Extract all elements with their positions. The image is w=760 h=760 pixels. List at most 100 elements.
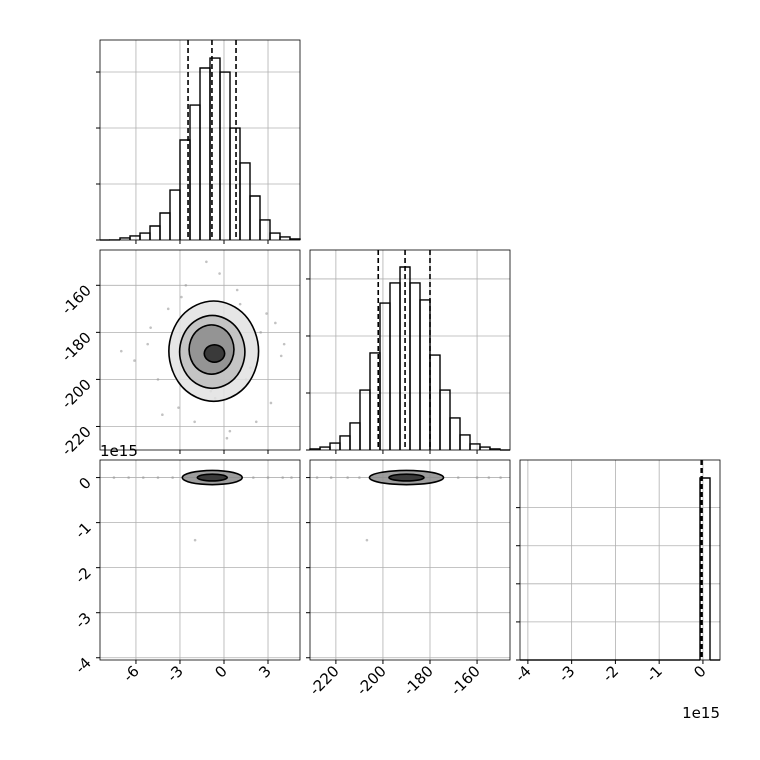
scatter-point: [346, 476, 349, 479]
panel-frame: [309, 459, 511, 661]
scatter-point: [218, 272, 221, 275]
scatter-point: [166, 307, 170, 311]
hist-bin: [389, 282, 401, 450]
hist-bin: [259, 219, 271, 240]
scatter-point: [171, 476, 174, 479]
y-tick-label: -180: [58, 328, 95, 365]
scatter-point: [127, 476, 130, 479]
hist-bin: [339, 435, 351, 450]
x-tick-label: -2: [599, 662, 622, 685]
scatter-point: [265, 312, 268, 315]
y-tick-label: -200: [58, 376, 95, 413]
hist-bin: [429, 354, 441, 450]
scatter-point: [193, 538, 197, 542]
hist-bin: [199, 67, 211, 240]
panel-frame: [309, 249, 511, 451]
contour: [203, 344, 226, 364]
hist-bin: [139, 232, 151, 240]
hist-bin: [149, 225, 161, 240]
panel: -160 -180 -200 -220: [58, 249, 301, 459]
scatter-point: [475, 476, 479, 479]
scatter-point: [161, 413, 164, 417]
panel: [306, 249, 511, 454]
scatter-point: [290, 476, 293, 479]
hist-bin: [379, 302, 391, 450]
scatter-point: [499, 476, 502, 479]
scatter-point: [228, 429, 232, 433]
x-tick-label: -180: [400, 662, 437, 699]
scatter-point: [487, 476, 491, 479]
hist-bin: [249, 195, 261, 240]
x-tick-label: 0: [690, 662, 709, 681]
hist-bin: [699, 477, 711, 660]
scatter-point: [358, 476, 361, 479]
y-tick-label: -4: [72, 654, 95, 677]
scatter-point: [193, 420, 196, 424]
scatter-point: [274, 321, 277, 325]
panel: -220 -200 -180 -160: [306, 459, 511, 699]
hist-bin: [159, 212, 171, 240]
contour: [388, 473, 425, 482]
hist-bin: [469, 443, 481, 450]
hist-bin: [219, 71, 231, 240]
x-tick-label: 3: [255, 662, 274, 681]
panel: -6 -3 0 3 0 -1 -2 -3 -4 1e15: [72, 442, 301, 685]
scatter-point: [133, 359, 136, 362]
x-tick-label: -6: [119, 662, 142, 685]
panel-frame: [519, 459, 721, 661]
scatter-point: [225, 436, 229, 440]
hist-bin: [239, 162, 251, 240]
y-tick-label: 0: [75, 474, 94, 493]
scatter-point: [456, 476, 460, 479]
panel: -4 -3 -2 -1 0 1e15: [511, 459, 721, 722]
x-tick-label: -4: [511, 662, 534, 685]
hist-bin: [459, 434, 471, 450]
scatter-point: [282, 342, 286, 346]
panel-frame: [99, 459, 301, 661]
scatter-point: [184, 283, 188, 287]
hist-bin: [169, 189, 181, 240]
x-tick-label: -3: [555, 662, 578, 685]
scatter-point: [149, 326, 152, 329]
panel-frame: [99, 39, 301, 241]
panel: [96, 39, 301, 244]
hist-bin: [279, 236, 291, 240]
hist-bin: [479, 446, 491, 450]
y-offset-label: 1e15: [100, 442, 138, 460]
hist-bin: [449, 417, 461, 450]
scatter-point: [329, 476, 333, 479]
hist-bin: [359, 389, 371, 450]
x-tick-label: -160: [447, 662, 484, 699]
scatter-point: [205, 260, 208, 264]
hist-bin: [129, 235, 141, 240]
hist-bin: [329, 442, 341, 450]
hist-bin: [269, 232, 281, 240]
scatter-point: [266, 476, 270, 479]
hist-bin: [319, 446, 331, 450]
scatter-point: [281, 476, 284, 479]
scatter-point: [180, 295, 183, 299]
scatter-point: [177, 406, 180, 409]
y-tick-label: -1: [72, 519, 95, 542]
hist-bin: [439, 389, 451, 450]
y-tick-label: -160: [58, 281, 95, 318]
scatter-point: [252, 476, 255, 479]
y-tick-label: -3: [72, 609, 95, 632]
contour: [196, 473, 228, 482]
scatter-point: [235, 288, 239, 292]
scatter-point: [269, 401, 273, 405]
panel-frame: [99, 249, 301, 451]
hist-bin: [349, 422, 361, 450]
scatter-point: [259, 331, 262, 334]
scatter-point: [315, 476, 319, 479]
scatter-point: [141, 476, 145, 479]
x-tick-label: -220: [306, 662, 343, 699]
x-tick-label: -200: [353, 662, 390, 699]
scatter-point: [238, 302, 242, 306]
scatter-point: [156, 476, 160, 479]
scatter-point: [119, 349, 123, 353]
x-tick-label: 0: [211, 662, 230, 681]
scatter-point: [112, 476, 116, 479]
scatter-point: [254, 420, 258, 424]
